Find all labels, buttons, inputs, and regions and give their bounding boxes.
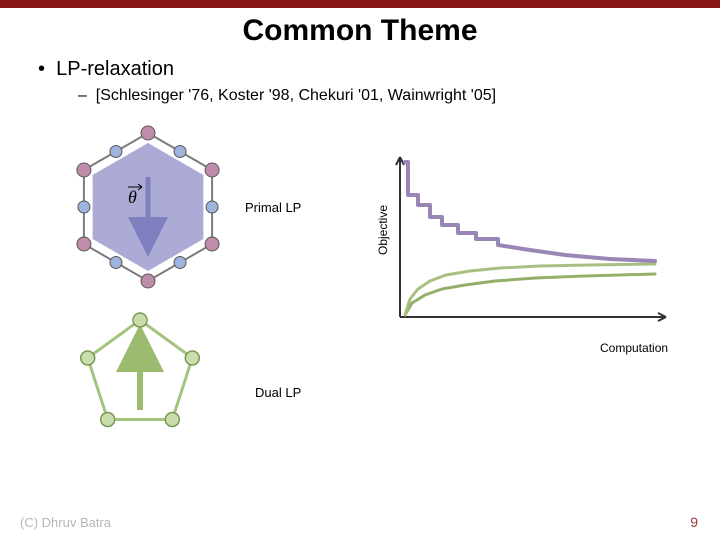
slide-title: Common Theme [0, 8, 720, 58]
primal-polytope-diagram: θ [48, 117, 248, 307]
primal-lp-label: Primal LP [245, 200, 301, 215]
x-axis-label: Computation [600, 341, 668, 355]
convergence-plot [380, 147, 680, 347]
title-accent-bar [0, 0, 720, 8]
y-axis-label: Objective [376, 205, 390, 255]
svg-text:θ: θ [128, 187, 137, 207]
page-number: 9 [690, 514, 698, 530]
bullet-1-text: LP-relaxation [56, 58, 174, 80]
bullet-level-1: • LP-relaxation [0, 58, 720, 81]
dual-polytope-diagram [70, 310, 220, 450]
citation-text: [Schlesinger '76, Koster '98, Chekuri '0… [96, 87, 496, 104]
bullet-level-2: – [Schlesinger '76, Koster '98, Chekuri … [0, 81, 720, 105]
copyright-footer: (C) Dhruv Batra [20, 515, 111, 530]
dual-lp-label: Dual LP [255, 385, 301, 400]
content-area: θ Primal LP Dual LP Objective Computatio… [0, 105, 720, 505]
